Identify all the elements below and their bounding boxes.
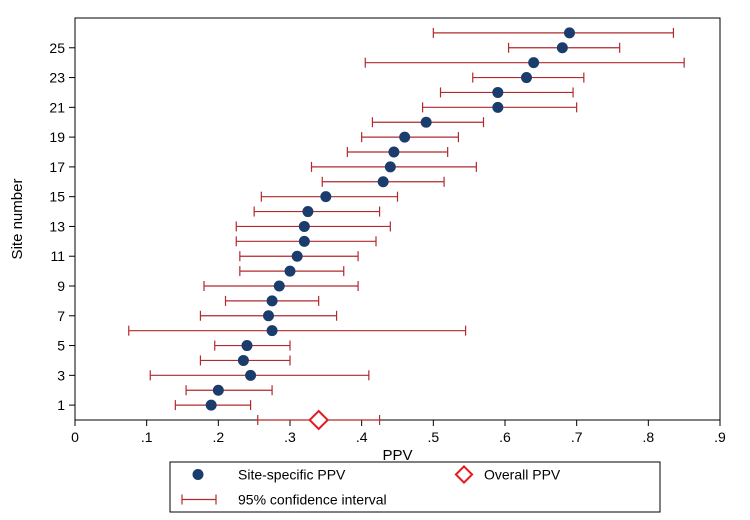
x-tick-label: 0 <box>71 429 79 445</box>
legend-diamond-icon <box>456 466 472 482</box>
site-point <box>299 236 309 246</box>
site-point <box>385 162 395 172</box>
site-point <box>557 43 567 53</box>
site-point <box>321 192 331 202</box>
y-tick-label: 25 <box>49 40 65 56</box>
y-tick-label: 1 <box>57 397 65 413</box>
site-point <box>303 207 313 217</box>
site-point <box>522 73 532 83</box>
x-tick-label: .9 <box>714 429 726 445</box>
y-tick-label: 13 <box>49 218 65 234</box>
site-point <box>285 266 295 276</box>
site-point <box>264 311 274 321</box>
site-point <box>292 251 302 261</box>
x-axis-title: PPV <box>382 447 412 464</box>
plot-area <box>75 18 720 420</box>
x-tick-label: .6 <box>499 429 511 445</box>
site-point <box>400 132 410 142</box>
site-point <box>378 177 388 187</box>
site-point <box>529 58 539 68</box>
x-tick-label: .2 <box>212 429 224 445</box>
site-point <box>493 102 503 112</box>
chart-svg: 0.1.2.3.4.5.6.7.8.9PPV135791113151719212… <box>0 0 750 515</box>
y-tick-label: 17 <box>49 159 65 175</box>
forest-plot: 0.1.2.3.4.5.6.7.8.9PPV135791113151719212… <box>0 0 750 520</box>
site-point <box>267 326 277 336</box>
site-point <box>267 296 277 306</box>
x-tick-label: .4 <box>356 429 368 445</box>
site-point <box>206 400 216 410</box>
y-tick-label: 21 <box>49 99 65 115</box>
x-tick-label: .7 <box>571 429 583 445</box>
site-point <box>246 370 256 380</box>
y-tick-label: 11 <box>50 248 65 264</box>
y-tick-label: 19 <box>49 129 65 145</box>
site-point <box>421 117 431 127</box>
site-point <box>389 147 399 157</box>
legend-label: Site-specific PPV <box>238 467 346 483</box>
x-tick-label: .8 <box>642 429 654 445</box>
y-tick-label: 3 <box>57 367 65 383</box>
site-point <box>299 221 309 231</box>
y-axis-title: Site number <box>9 179 26 260</box>
site-point <box>493 87 503 97</box>
x-tick-label: .5 <box>427 429 439 445</box>
site-point <box>213 385 223 395</box>
y-tick-label: 15 <box>49 189 65 205</box>
site-point <box>274 281 284 291</box>
site-point <box>238 355 248 365</box>
site-point <box>565 28 575 38</box>
legend-label: Overall PPV <box>484 467 561 483</box>
y-tick-label: 9 <box>57 278 65 294</box>
x-tick-label: .3 <box>284 429 296 445</box>
y-tick-label: 23 <box>49 70 65 86</box>
y-tick-label: 5 <box>57 338 65 354</box>
legend-label: 95% confidence interval <box>238 492 387 508</box>
legend-point-icon <box>193 470 203 480</box>
site-point <box>242 341 252 351</box>
y-tick-label: 7 <box>57 308 65 324</box>
x-tick-label: .1 <box>141 429 153 445</box>
